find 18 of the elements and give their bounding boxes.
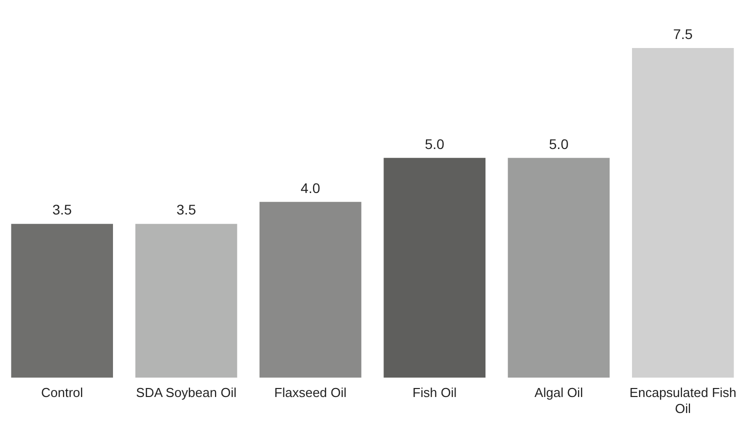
x-tick-label: Encapsulated Fish Oil	[629, 385, 736, 416]
data-label: 4.0	[300, 180, 320, 196]
data-label: 7.5	[673, 26, 693, 42]
x-tick-label: Fish Oil	[412, 385, 457, 400]
data-label: 5.0	[424, 136, 445, 152]
x-tick-label: SDA Soybean Oil	[136, 385, 237, 400]
x-tick-label: Control	[41, 385, 84, 400]
data-label: 3.5	[176, 202, 196, 218]
data-label: 5.0	[549, 136, 569, 152]
bar	[11, 224, 113, 378]
bar	[632, 48, 734, 378]
bar	[260, 202, 362, 378]
x-tick-label: Algal Oil	[534, 385, 584, 400]
bar	[135, 224, 238, 378]
bar	[508, 158, 610, 378]
bar	[384, 158, 486, 378]
x-tick-label: Flaxseed Oil	[274, 385, 347, 400]
data-label: 3.5	[52, 202, 72, 218]
